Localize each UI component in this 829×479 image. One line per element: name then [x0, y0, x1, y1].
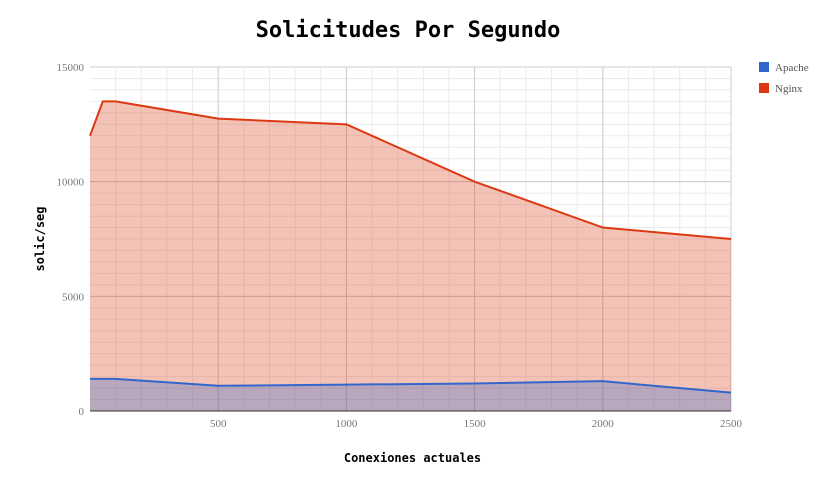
series-line-apache — [90, 377, 732, 394]
chart-title: Solicitudes Por Segundo — [255, 18, 561, 43]
grid — [90, 66, 732, 412]
x-tick-label: 2000 — [592, 418, 615, 430]
legend: Apache Nginx — [759, 62, 809, 95]
x-tick-label: 1000 — [335, 418, 358, 430]
y-tick-label: 10000 — [57, 177, 85, 189]
legend-swatch-nginx — [759, 83, 769, 93]
x-tick-label: 1500 — [464, 418, 487, 430]
y-axis-title: solic/seg — [33, 206, 47, 271]
legend-label-apache: Apache — [775, 62, 809, 74]
x-tick-label: 2500 — [720, 418, 743, 430]
y-tick-label: 5000 — [62, 291, 85, 303]
series-area-apache — [90, 378, 731, 411]
series-area-nginx — [90, 101, 731, 412]
x-tick-label: 500 — [210, 418, 227, 430]
legend-label-nginx: Nginx — [775, 83, 803, 95]
y-tick-label: 0 — [79, 406, 85, 418]
x-axis-title: Conexiones actuales — [344, 451, 481, 465]
axes: 500 1000 1500 2000 2500 0 5000 10000 15000 — [57, 62, 743, 430]
series-line-nginx — [89, 100, 732, 240]
legend-swatch-apache — [759, 62, 769, 72]
series-areas — [89, 100, 732, 412]
y-tick-label: 15000 — [57, 62, 85, 74]
